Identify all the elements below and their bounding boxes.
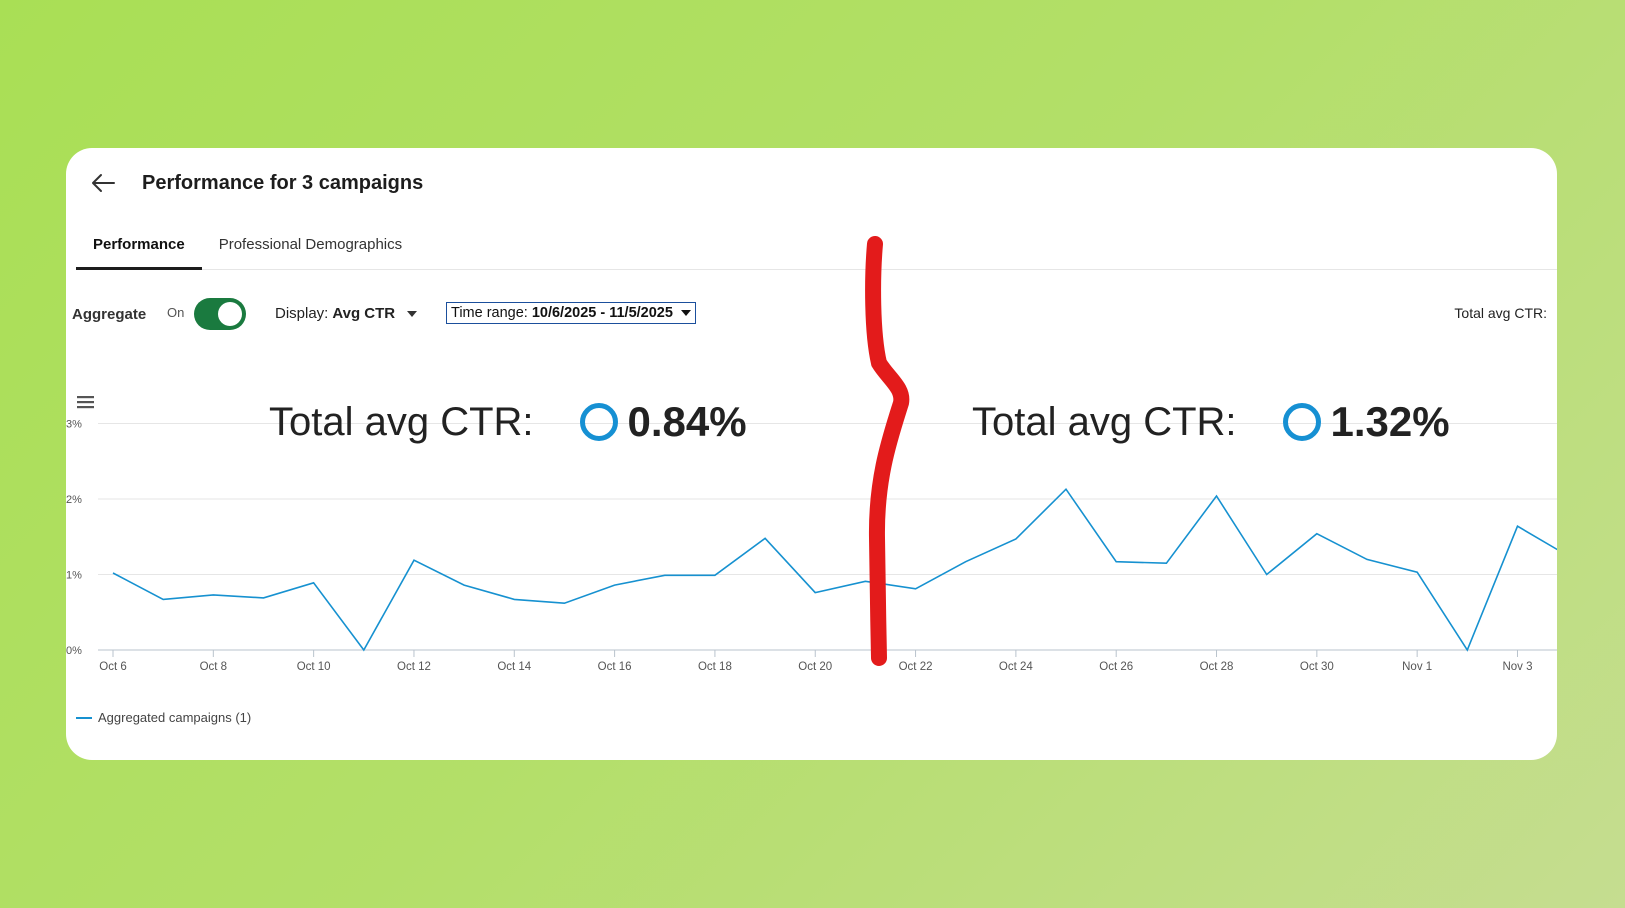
x-tick-label: Oct 26 [1099, 661, 1133, 673]
aggregate-label: Aggregate [72, 306, 147, 323]
x-tick-label: Oct 20 [798, 661, 832, 673]
y-tick-label: 2% [66, 494, 82, 506]
x-tick-label: Oct 12 [397, 661, 431, 673]
x-tick-label: Oct 22 [899, 661, 933, 673]
x-tick-label: Oct 30 [1300, 661, 1334, 673]
chevron-down-icon [407, 310, 418, 317]
page-header: Performance for 3 campaigns [86, 166, 423, 200]
chart-grid [98, 423, 1557, 651]
x-tick-label: Nov 1 [1402, 661, 1432, 673]
total-avg-ctr-label: Total avg CTR: [1454, 305, 1547, 321]
controls-bar: Aggregate On Display: Avg CTR Time range… [72, 296, 1557, 332]
x-tick-label: Oct 18 [698, 661, 732, 673]
red-divider-annotation [865, 236, 910, 666]
overlay-stat-value: 0.84% [627, 398, 747, 445]
y-tick-label: 0% [66, 645, 82, 657]
performance-card: Performance for 3 campaigns Performance … [66, 148, 1557, 760]
x-tick-label: Nov 3 [1502, 661, 1532, 673]
back-button[interactable] [86, 166, 120, 200]
legend-swatch [76, 716, 92, 719]
x-tick-label: Oct 14 [497, 661, 531, 673]
y-axis-ticks: 0% 1% 2% 3% [66, 419, 82, 658]
display-dropdown[interactable]: Display: Avg CTR [275, 305, 418, 322]
x-axis-ticks: Oct 6 Oct 8 Oct 10 Oct 12 Oct 14 Oct 16 Oct 18… [99, 650, 1533, 673]
x-tick-label: Oct 24 [999, 661, 1033, 673]
time-range-value: 10/6/2025 - 11/5/2025 [531, 305, 673, 321]
toggle-state-label: On [167, 305, 185, 320]
x-tick-label: Oct 28 [1200, 661, 1234, 673]
legend-label: Aggregated campaigns (1) [98, 710, 252, 725]
circle-icon [579, 403, 618, 441]
series-points [111, 487, 1558, 653]
time-range-dropdown[interactable]: Time range: 10/6/2025 - 11/5/2025 [446, 302, 696, 324]
aggregate-toggle[interactable] [194, 298, 246, 330]
tab-professional-demographics[interactable]: Professional Demographics [218, 236, 403, 253]
toggle-knob [218, 302, 242, 326]
chart-legend[interactable]: Aggregated campaigns (1) [76, 710, 251, 725]
y-tick-label: 3% [66, 419, 82, 431]
tab-performance[interactable]: Performance [76, 232, 202, 270]
y-tick-label: 1% [66, 570, 82, 582]
x-tick-label: Oct 16 [598, 661, 632, 673]
overlay-stat-before: Total avg CTR: 0.84% [269, 398, 747, 446]
series-line-aggregated [112, 487, 1557, 652]
back-arrow-icon [92, 174, 115, 192]
overlay-stat-label: Total avg CTR: [972, 399, 1237, 444]
overlay-stat-label: Total avg CTR: [269, 399, 534, 444]
overlay-stat-value: 1.32% [1330, 398, 1450, 445]
circle-icon [1282, 403, 1321, 441]
overlay-stat-after: Total avg CTR: 1.32% [972, 398, 1450, 446]
time-range-prefix: Time range: [451, 305, 528, 321]
page-title: Performance for 3 campaigns [142, 171, 424, 194]
hamburger-menu-icon[interactable] [76, 394, 96, 410]
chevron-down-icon [680, 310, 691, 316]
display-prefix: Display: [275, 305, 329, 322]
x-tick-label: Oct 6 [99, 661, 126, 673]
display-value: Avg CTR [332, 305, 396, 322]
x-tick-label: Oct 8 [200, 661, 227, 673]
tab-bar: Performance Professional Demographics [76, 232, 1557, 270]
ctr-line-chart: 0%1%2%3% Oct 6 Oct 8 Oct 10 Oct 12 Oct 14 Oct… [66, 236, 1558, 673]
x-tick-label: Oct 10 [297, 661, 331, 673]
